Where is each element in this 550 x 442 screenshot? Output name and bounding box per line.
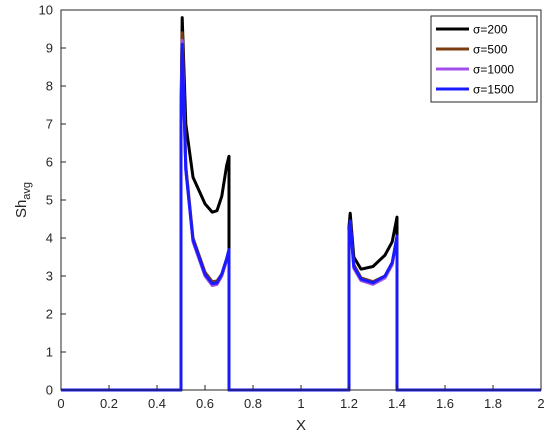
x-axis-label: X [296,417,306,434]
y-tick-label: 5 [46,193,53,208]
y-tick-label: 1 [46,345,53,360]
y-axis-label: Shavg [13,182,33,218]
x-tick-label: 0.2 [100,396,118,411]
y-axis-label-main: Sh [13,200,30,218]
x-tick-label: 0.6 [196,396,214,411]
ticks-layer: 0 0.2 0.4 0.6 0.8 1 1.2 1.4 1.6 1.8 2 0 1 2 3 4 5 6 7 8 9 10 [39,3,545,412]
x-tick-label: 0.4 [148,396,166,411]
legend-items: σ=200 σ=500 σ=1000 σ=1500 [436,23,514,97]
x-tick-label: 1.8 [484,396,502,411]
y-tick-label: 10 [39,3,53,18]
x-tick-label: 1.6 [436,396,454,411]
series-layer [61,16,541,392]
x-tick-label: 1 [297,396,304,411]
y-tick-label: 9 [46,41,53,56]
x-tick-label: 0 [57,396,64,411]
legend: σ=200 σ=500 σ=1000 σ=1500 [430,15,538,103]
series-line-3 [61,42,541,392]
y-axis-label-subscript: avg [21,182,33,200]
x-tick-label: 1.4 [388,396,406,411]
y-tick-label: 0 [46,383,53,398]
y-tick-label: 4 [46,231,53,246]
x-tick-label: 1.2 [340,396,358,411]
legend-label-3: σ=1500 [473,83,514,97]
legend-label-1: σ=500 [473,43,508,57]
y-tick-label: 8 [46,79,53,94]
y-tick-label: 3 [46,269,53,284]
y-tick-label: 6 [46,155,53,170]
legend-label-0: σ=200 [473,23,508,37]
x-tick-label: 0.8 [244,396,262,411]
y-tick-label: 7 [46,117,53,132]
x-tick-label: 2 [537,396,544,411]
y-tick-label: 2 [46,307,53,322]
legend-label-2: σ=1000 [473,63,514,77]
